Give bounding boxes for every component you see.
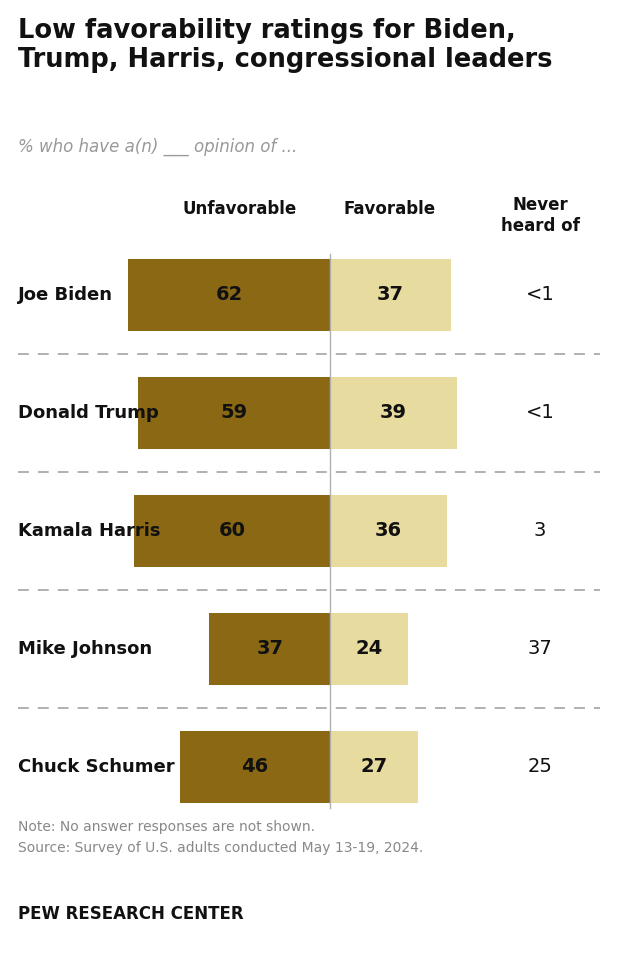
Bar — [180, 731, 330, 803]
Text: 36: 36 — [375, 522, 402, 540]
Text: 27: 27 — [360, 757, 388, 776]
Text: PEW RESEARCH CENTER: PEW RESEARCH CENTER — [18, 905, 244, 923]
Text: Kamala Harris: Kamala Harris — [18, 522, 161, 540]
Text: Note: No answer responses are not shown.
Source: Survey of U.S. adults conducted: Note: No answer responses are not shown.… — [18, 820, 423, 855]
Text: Never
heard of: Never heard of — [500, 196, 580, 235]
Text: 3: 3 — [534, 522, 546, 540]
Bar — [330, 377, 457, 449]
Bar — [138, 377, 330, 449]
Text: Chuck Schumer: Chuck Schumer — [18, 758, 175, 776]
Text: Unfavorable: Unfavorable — [183, 200, 297, 218]
Text: 39: 39 — [380, 403, 407, 423]
Text: 24: 24 — [355, 640, 383, 659]
Text: Favorable: Favorable — [344, 200, 436, 218]
Text: 60: 60 — [219, 522, 246, 540]
Text: Mike Johnson: Mike Johnson — [18, 640, 152, 658]
Text: 62: 62 — [215, 286, 242, 305]
Text: Donald Trump: Donald Trump — [18, 404, 159, 422]
Text: <1: <1 — [526, 286, 554, 305]
Text: % who have a(n) ___ opinion of ...: % who have a(n) ___ opinion of ... — [18, 138, 297, 156]
Text: Low favorability ratings for Biden,
Trump, Harris, congressional leaders: Low favorability ratings for Biden, Trum… — [18, 18, 552, 73]
Bar — [330, 495, 448, 567]
Bar — [135, 495, 330, 567]
Text: 37: 37 — [377, 286, 404, 305]
Bar — [330, 731, 418, 803]
Text: 25: 25 — [528, 757, 552, 776]
Bar — [330, 613, 408, 685]
Text: 59: 59 — [220, 403, 247, 423]
Text: 37: 37 — [256, 640, 283, 659]
Text: 37: 37 — [528, 640, 552, 659]
Text: 46: 46 — [241, 757, 268, 776]
Bar — [128, 259, 330, 331]
Bar — [210, 613, 330, 685]
Text: Joe Biden: Joe Biden — [18, 286, 113, 304]
Bar — [330, 259, 451, 331]
Text: <1: <1 — [526, 403, 554, 423]
